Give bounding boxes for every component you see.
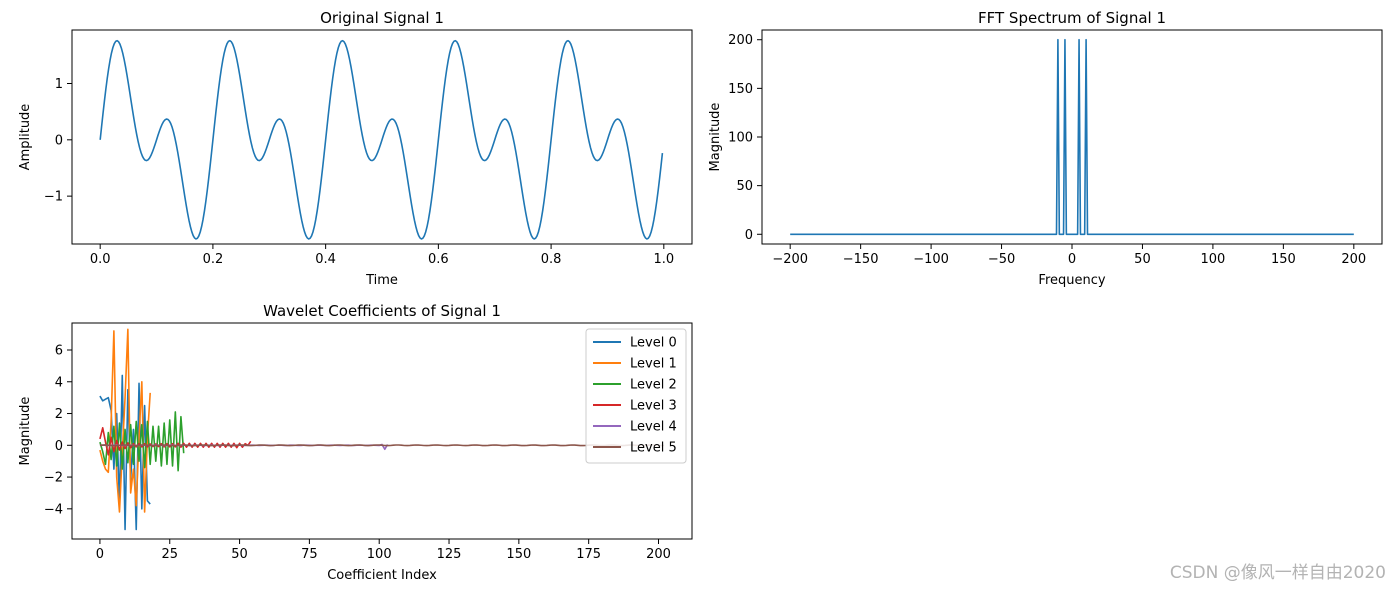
x-tick-label: −50 bbox=[988, 252, 1015, 267]
y-axis-label: Amplitude bbox=[18, 104, 33, 171]
y-tick-label: −4 bbox=[44, 502, 63, 517]
plot-title: Wavelet Coefficients of Signal 1 bbox=[263, 302, 501, 320]
x-axis-label: Coefficient Index bbox=[327, 568, 437, 583]
y-tick-label: 200 bbox=[728, 33, 753, 48]
x-tick-label: −200 bbox=[772, 252, 808, 267]
x-tick-label: 0 bbox=[1068, 252, 1076, 267]
signal-line bbox=[99, 39, 664, 240]
y-tick-label: 1 bbox=[55, 77, 63, 92]
y-tick-label: 2 bbox=[55, 407, 63, 422]
y-axis-label: Magnitude bbox=[18, 397, 33, 466]
y-tick-label: 0 bbox=[55, 133, 63, 148]
watermark-text: CSDN @像风一样自由2020 bbox=[1169, 563, 1386, 583]
plot-area bbox=[790, 38, 1354, 236]
x-tick-label: 200 bbox=[1341, 252, 1366, 267]
x-tick-label: 150 bbox=[506, 547, 531, 562]
subplot-wavelet: Wavelet Coefficients of Signal 1 0 25 50 75 1… bbox=[18, 302, 693, 583]
series-line-level-2 bbox=[99, 411, 185, 472]
x-tick-label: 25 bbox=[161, 547, 178, 562]
x-tick-label: 125 bbox=[437, 547, 462, 562]
x-tick-label: 150 bbox=[1271, 252, 1296, 267]
y-tick-label: 100 bbox=[728, 131, 753, 146]
legend-label: Level 0 bbox=[630, 336, 677, 351]
x-tick-label: 100 bbox=[367, 547, 392, 562]
x-tick-label: 200 bbox=[646, 547, 671, 562]
series-line-level-5 bbox=[99, 444, 665, 447]
y-tick-label: −1 bbox=[44, 190, 63, 205]
x-axis-label: Frequency bbox=[1038, 273, 1105, 288]
axes-frame bbox=[71, 29, 693, 245]
legend-label: Level 5 bbox=[630, 441, 677, 456]
y-tick-label: 150 bbox=[728, 82, 753, 97]
fft-spectrum-line bbox=[790, 38, 1354, 236]
plot-title: Original Signal 1 bbox=[320, 9, 444, 27]
x-tick-label: 0.2 bbox=[203, 252, 224, 267]
y-tick-label: 50 bbox=[736, 179, 753, 194]
legend-label: Level 2 bbox=[630, 378, 677, 393]
subplot-signal: Original Signal 1 0.0 0.2 0.4 0.6 0.8 1.0 −1 0 1 T… bbox=[18, 9, 693, 288]
x-tick-label: 0.4 bbox=[315, 252, 336, 267]
y-tick-label: 0 bbox=[745, 228, 753, 243]
x-tick-label: 100 bbox=[1200, 252, 1225, 267]
subplot-fft: FFT Spectrum of Signal 1 −200 −150 −100 −50 0… bbox=[708, 9, 1383, 288]
x-tick-label: −150 bbox=[843, 252, 879, 267]
x-tick-label: 0.8 bbox=[541, 252, 562, 267]
legend-label: Level 1 bbox=[630, 357, 677, 372]
x-tick-label: 50 bbox=[231, 547, 248, 562]
series-line-level-3 bbox=[99, 427, 252, 456]
x-tick-label: −100 bbox=[913, 252, 949, 267]
plot-title: FFT Spectrum of Signal 1 bbox=[978, 9, 1166, 27]
axes-frame bbox=[761, 29, 1383, 245]
legend-label: Level 4 bbox=[630, 420, 677, 435]
y-tick-label: 0 bbox=[55, 439, 63, 454]
plot-area bbox=[99, 328, 665, 531]
y-tick-label: −2 bbox=[44, 471, 63, 486]
x-tick-label: 1.0 bbox=[653, 252, 674, 267]
series-line-level-0 bbox=[99, 374, 151, 531]
legend: Level 0 Level 1 Level 2 Level 3 Level 4 Level… bbox=[585, 328, 687, 464]
series-line-level-1 bbox=[99, 328, 151, 513]
y-tick-label: 6 bbox=[55, 344, 63, 359]
y-tick-label: 4 bbox=[55, 375, 63, 390]
axes-frame bbox=[71, 322, 693, 540]
y-axis-label: Magnitude bbox=[708, 103, 723, 172]
x-tick-label: 0.6 bbox=[428, 252, 449, 267]
x-axis-label: Time bbox=[365, 273, 398, 288]
legend-label: Level 3 bbox=[630, 399, 677, 414]
x-tick-label: 175 bbox=[576, 547, 601, 562]
x-tick-label: 75 bbox=[301, 547, 318, 562]
x-tick-label: 0.0 bbox=[90, 252, 111, 267]
x-tick-label: 0 bbox=[96, 547, 104, 562]
x-tick-label: 50 bbox=[1134, 252, 1151, 267]
plot-area bbox=[99, 39, 664, 240]
